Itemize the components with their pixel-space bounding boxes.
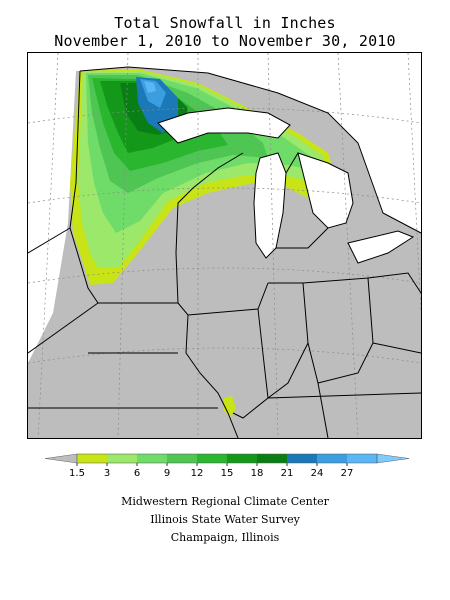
credit-location: Champaign, Illinois bbox=[170, 531, 280, 544]
map-title: Total Snowfall in Inches bbox=[114, 14, 336, 32]
legend-swatch-6 bbox=[137, 454, 167, 463]
legend-label: 27 bbox=[341, 468, 354, 478]
legend-outline bbox=[76, 453, 378, 464]
legend-swatch-3 bbox=[107, 454, 137, 463]
state-borders bbox=[28, 70, 421, 438]
legend-swatch-15 bbox=[227, 454, 257, 463]
legend-label: 6 bbox=[134, 468, 140, 478]
map-date-range: November 1, 2010 to November 30, 2010 bbox=[54, 32, 396, 50]
map-canvas bbox=[28, 53, 421, 438]
legend-label: 21 bbox=[281, 468, 294, 478]
legend-swatch-12 bbox=[197, 454, 227, 463]
lake-michigan bbox=[254, 153, 286, 258]
credit-survey: Illinois State Water Survey bbox=[150, 513, 300, 526]
legend-swatch-21 bbox=[287, 454, 317, 463]
legend-label: 1.5 bbox=[69, 468, 85, 478]
legend-colorbar: 1.5 3 6 9 12 15 18 21 24 27 bbox=[44, 453, 410, 479]
legend-label: 18 bbox=[251, 468, 264, 478]
snowfall-map bbox=[27, 52, 422, 439]
legend-label: 3 bbox=[104, 468, 110, 478]
lake-erie bbox=[348, 231, 413, 263]
legend-label: 15 bbox=[221, 468, 234, 478]
legend-swatch-9 bbox=[167, 454, 197, 463]
legend-swatch-18 bbox=[257, 454, 287, 463]
legend-label: 9 bbox=[164, 468, 170, 478]
legend-below-arrow bbox=[44, 453, 78, 464]
band-27-inches bbox=[144, 81, 156, 93]
lake-shorelines bbox=[79, 66, 421, 264]
lake-huron bbox=[298, 153, 353, 228]
credit-organization: Midwestern Regional Climate Center bbox=[121, 495, 329, 508]
legend-swatch-27 bbox=[347, 454, 377, 463]
legend-swatch-24 bbox=[317, 454, 347, 463]
legend-swatch-1-5 bbox=[77, 454, 107, 463]
snowfall-legend: 1.5 3 6 9 12 15 18 21 24 27 bbox=[0, 448, 450, 479]
legend-label: 12 bbox=[191, 468, 204, 478]
legend-label: 24 bbox=[311, 468, 324, 478]
legend-above-arrow bbox=[376, 453, 410, 464]
